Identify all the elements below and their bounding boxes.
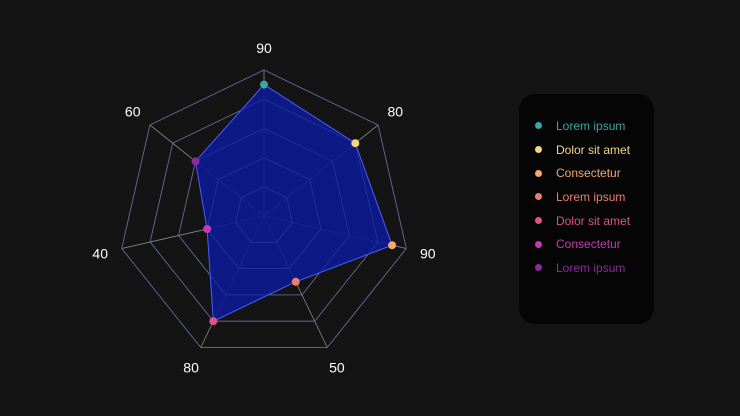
radar-data-point — [291, 277, 300, 286]
legend-marker-icon — [535, 146, 542, 154]
radar-data-point — [351, 139, 360, 148]
radar-inner-grid-ring — [235, 186, 293, 243]
radar-axis-label: 50 — [329, 359, 345, 375]
legend-item: Dolor sit amet — [535, 138, 654, 162]
radar-data-point — [191, 157, 200, 166]
legend-marker-icon — [535, 193, 542, 201]
radar-axis-label: 60 — [125, 103, 141, 119]
legend-label: Lorem ipsum — [556, 260, 626, 275]
legend-label: Consectetur — [556, 237, 621, 252]
radar-inner-grid-ring — [178, 128, 350, 296]
legend-item: Consectetur — [535, 161, 654, 185]
legend-marker-icon — [535, 122, 542, 130]
legend-item: Lorem ipsum — [535, 256, 654, 280]
legend-marker-icon — [535, 169, 542, 177]
legend-label: Lorem ipsum — [556, 118, 626, 133]
legend-marker-icon — [535, 217, 542, 225]
legend-label: Lorem ipsum — [556, 189, 626, 204]
legend-item: Consectetur — [535, 232, 654, 256]
legend-label: Consectetur — [556, 166, 621, 181]
legend-item: Lorem ipsum — [535, 114, 654, 138]
legend-marker-icon — [535, 240, 542, 248]
radar-inner-grid-ring — [121, 69, 407, 348]
radar-axis-label: 80 — [183, 359, 199, 375]
radar-data-point — [209, 317, 218, 326]
chart-legend: Lorem ipsum Dolor sit amet Consectetur L… — [519, 94, 654, 324]
radar-data-point — [388, 241, 397, 250]
legend-item: Dolor sit amet — [535, 209, 654, 233]
legend-label: Dolor sit amet — [556, 213, 631, 228]
radar-data-area — [194, 83, 393, 322]
radar-axis-label: 80 — [388, 103, 404, 119]
legend-item: Lorem ipsum — [535, 185, 654, 209]
radar-axis-label: 90 — [256, 40, 272, 56]
radar-chart: 90 80 90 50 80 40 60 — [92, 40, 436, 375]
radar-inner-grid-ring — [149, 98, 379, 322]
legend-label: Dolor sit amet — [556, 142, 631, 157]
radar-data-point — [260, 80, 268, 89]
radar-axis-label: 90 — [420, 245, 436, 261]
legend-marker-icon — [535, 264, 542, 272]
radar-data-point — [203, 225, 212, 233]
radar-inner-grid-ring — [206, 157, 322, 269]
radar-axis-label: 40 — [92, 245, 108, 261]
